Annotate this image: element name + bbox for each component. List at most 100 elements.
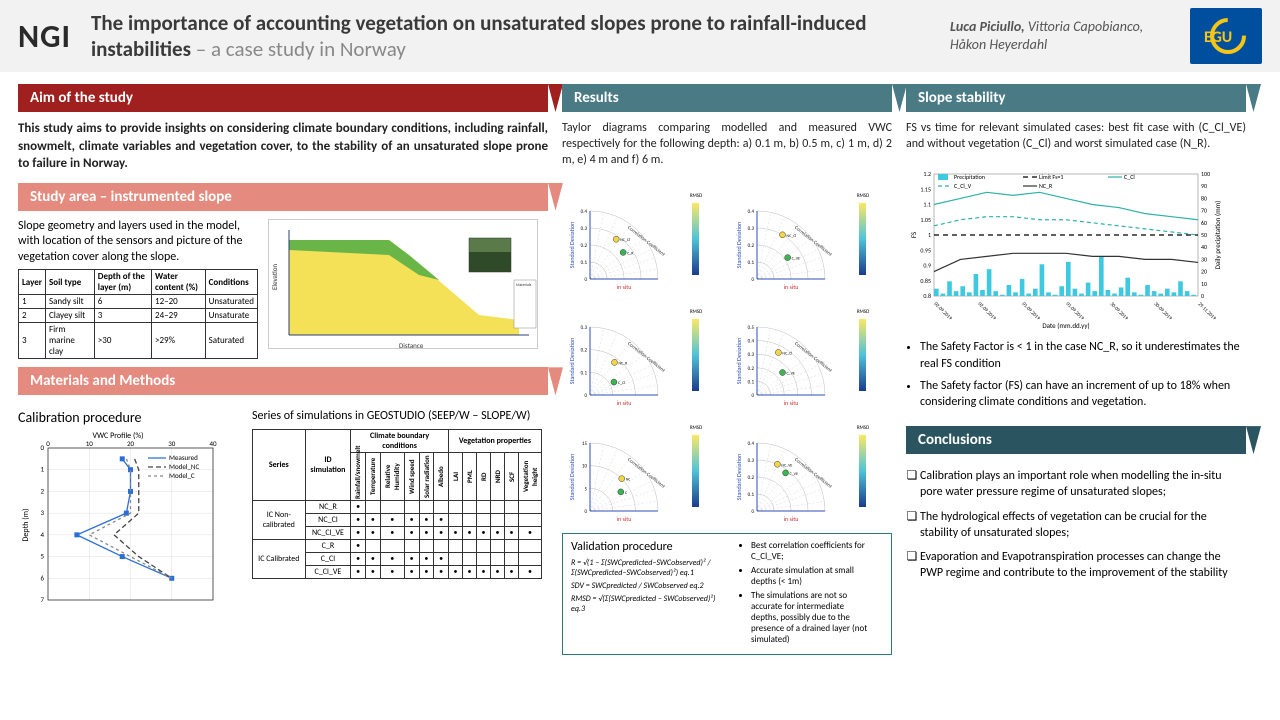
author-lead: Luca Piciullo, [950, 18, 1025, 35]
svg-text:RMSD: RMSD [690, 193, 702, 199]
svg-text:VWC Profile (%): VWC Profile (%) [92, 431, 143, 441]
svg-text:NC_R: NC_R [1039, 182, 1053, 190]
svg-text:1.05: 1.05 [920, 216, 931, 224]
svg-text:Correlation Coefficient: Correlation Coefficient [793, 224, 833, 257]
svg-text:Correlation Coefficient: Correlation Coefficient [626, 456, 666, 489]
svg-text:C_VE: C_VE [787, 371, 795, 376]
svg-text:0.3: 0.3 [748, 226, 755, 232]
svg-text:01.09.2019: 01.09.2019 [1021, 302, 1042, 323]
svg-text:Elevation: Elevation [270, 263, 279, 289]
svg-text:Distance: Distance [399, 341, 424, 350]
svg-text:0: 0 [1201, 292, 1204, 300]
svg-text:1.2: 1.2 [923, 170, 931, 178]
svg-text:C_Cl: C_Cl [1124, 173, 1135, 181]
poster-content: Aim of the study This study aims to prov… [0, 72, 1280, 720]
svg-text:10: 10 [582, 463, 588, 469]
svg-text:Materials: Materials [516, 283, 532, 288]
stability-text: FS vs time for relevant simulated cases:… [906, 120, 1246, 152]
egu-logo: EGU [1190, 8, 1262, 64]
svg-text:Correlation Coefficient: Correlation Coefficient [793, 340, 833, 373]
taylor-panel-f: 00.10.20.30.4in situStandard DeviationCo… [729, 415, 889, 527]
svg-text:0.5: 0.5 [748, 325, 755, 331]
svg-text:Standard Deviation: Standard Deviation [568, 453, 576, 499]
svg-text:0.3: 0.3 [581, 325, 588, 331]
svg-text:in situ: in situ [617, 515, 632, 523]
svg-text:0.85: 0.85 [920, 277, 931, 285]
svg-text:Correlation Coefficient: Correlation Coefficient [626, 340, 666, 373]
stability-bullet: The Safety factor (FS) can have an incre… [920, 378, 1246, 410]
svg-text:0.2: 0.2 [581, 243, 588, 249]
svg-text:in situ: in situ [784, 283, 799, 291]
svg-text:NC_R: NC_R [618, 361, 628, 366]
study-area-leftcol: Slope geometry and layers used in the mo… [18, 219, 258, 360]
svg-text:29.11.2019: 29.11.2019 [1197, 302, 1218, 323]
svg-text:5: 5 [40, 552, 44, 561]
taylor-panel-c: 00.10.20.3in situStandard DeviationCorre… [562, 299, 722, 411]
svg-text:0.2: 0.2 [748, 475, 755, 481]
svg-text:Standard Deviation: Standard Deviation [735, 453, 743, 499]
study-area-block: Slope geometry and layers used in the mo… [18, 219, 548, 360]
svg-text:15: 15 [582, 441, 588, 447]
aim-header: Aim of the study [18, 84, 548, 112]
svg-text:Standard Deviation: Standard Deviation [735, 221, 743, 267]
column-middle: Results Taylor diagrams comparing modell… [562, 84, 892, 712]
svg-text:Daily precipitation (mm): Daily precipitation (mm) [1213, 201, 1222, 270]
svg-text:60: 60 [1201, 219, 1207, 227]
study-area-text: Slope geometry and layers used in the mo… [18, 219, 258, 266]
svg-text:0.3: 0.3 [748, 458, 755, 464]
svg-text:20: 20 [1201, 268, 1207, 276]
svg-text:1.1: 1.1 [923, 201, 931, 209]
svg-text:RMSD: RMSD [690, 309, 702, 315]
simulation-text: Series of simulations in GEOSTUDIO (SEEP… [252, 409, 542, 423]
svg-text:90: 90 [1201, 183, 1207, 191]
svg-text:Correlation Coefficient: Correlation Coefficient [793, 456, 833, 489]
svg-text:4: 4 [40, 530, 44, 539]
validation-bullet: The simulations are not so accurate for … [751, 590, 871, 645]
svg-text:0: 0 [751, 393, 754, 399]
validation-title: Validation procedure [571, 540, 731, 554]
svg-text:80: 80 [1201, 195, 1207, 203]
taylor-panel-a: 00.10.20.30.4in situStandard DeviationCo… [562, 183, 722, 295]
svg-text:C_VE: C_VE [790, 471, 798, 476]
svg-text:Standard Deviation: Standard Deviation [735, 337, 743, 383]
svg-text:0.8: 0.8 [923, 292, 931, 300]
svg-text:FS: FS [909, 232, 918, 238]
title-block: The importance of accounting vegetation … [91, 10, 930, 62]
svg-text:30: 30 [1201, 256, 1207, 264]
taylor-panel-d: 00.10.20.30.40.5in situStandard Deviatio… [729, 299, 889, 411]
svg-text:0: 0 [40, 443, 44, 452]
svg-text:0.4: 0.4 [748, 209, 755, 215]
svg-text:C_R: C_R [627, 251, 634, 256]
svg-text:1: 1 [928, 231, 931, 239]
svg-text:0.4: 0.4 [581, 209, 588, 215]
svg-text:NC_Cl: NC_Cl [787, 233, 797, 238]
svg-text:40: 40 [209, 439, 217, 448]
svg-text:2: 2 [40, 487, 44, 496]
conclusion-item: Calibration plays an important role when… [920, 468, 1246, 500]
svg-text:in situ: in situ [784, 515, 799, 523]
svg-text:1.15: 1.15 [920, 186, 931, 194]
validation-equations: Validation procedure R = √(1 − Σ(SWCpred… [571, 540, 731, 648]
boundary-conditions-table: SeriesID simulationClimate boundary cond… [252, 429, 542, 579]
svg-text:Model_C: Model_C [169, 471, 195, 480]
svg-text:30.09.2019: 30.09.2019 [1109, 302, 1130, 323]
svg-text:0.1: 0.1 [748, 260, 755, 266]
svg-text:30.09.2019: 30.09.2019 [1153, 302, 1174, 323]
methods-header: Materials and Methods [18, 367, 548, 395]
svg-text:NC_Cl: NC_Cl [782, 351, 792, 356]
svg-text:NC_VE: NC_VE [781, 463, 792, 468]
svg-text:01.09.2019: 01.09.2019 [1065, 302, 1086, 323]
taylor-diagrams-grid: 0 0.1 0.2 0.3 0.4 in situ Standard Deviation Co… [562, 183, 892, 527]
validation-eq: RMSD = √(Σ(SWCpredicted − SWCobserved)²)… [571, 594, 731, 614]
results-text: Taylor diagrams comparing modelled and m… [562, 120, 892, 169]
svg-text:20: 20 [127, 439, 135, 448]
svg-text:RMSD: RMSD [857, 193, 869, 199]
svg-text:40: 40 [1201, 244, 1207, 252]
stability-header: Slope stability [906, 84, 1246, 112]
svg-text:30: 30 [168, 439, 176, 448]
svg-text:C_VE: C_VE [792, 256, 800, 261]
svg-text:0: 0 [46, 439, 50, 448]
taylor-panel-b: 00.10.20.30.4in situStandard DeviationCo… [729, 183, 889, 295]
svg-text:RMSD: RMSD [857, 425, 869, 431]
svg-text:0.1: 0.1 [581, 370, 588, 376]
